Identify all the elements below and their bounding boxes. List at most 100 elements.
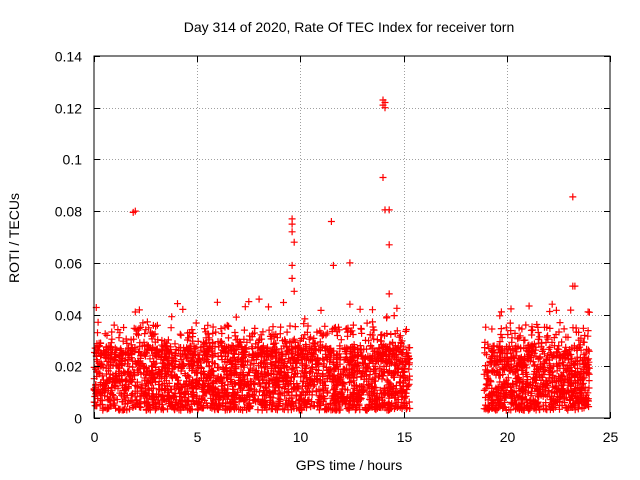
data-point — [299, 335, 307, 342]
data-point — [204, 383, 212, 391]
data-point — [251, 392, 258, 400]
data-point — [571, 282, 579, 290]
data-point — [273, 406, 281, 414]
data-point — [335, 326, 343, 334]
data-point — [539, 383, 546, 391]
data-point — [341, 344, 349, 352]
data-point — [386, 391, 394, 399]
data-point — [235, 350, 243, 358]
data-point — [215, 364, 223, 372]
data-point — [239, 346, 247, 354]
data-point — [569, 193, 577, 201]
data-point — [287, 350, 295, 358]
data-point — [548, 393, 556, 401]
data-point — [122, 349, 130, 357]
data-point — [290, 355, 298, 363]
data-point — [251, 372, 259, 380]
data-point — [256, 335, 264, 343]
data-point — [280, 299, 287, 306]
data-point — [246, 369, 253, 376]
data-point — [161, 386, 168, 394]
data-point — [153, 390, 161, 398]
data-point — [159, 405, 167, 413]
data-point — [124, 345, 132, 353]
data-point — [217, 325, 225, 333]
data-point — [402, 400, 410, 407]
data-point — [188, 362, 196, 370]
data-point — [510, 357, 518, 365]
data-point — [368, 353, 376, 361]
data-point — [528, 389, 536, 397]
data-point — [151, 399, 159, 407]
axis-ticks — [94, 56, 611, 419]
data-point — [368, 398, 376, 406]
data-point — [287, 377, 295, 385]
data-point — [209, 392, 217, 400]
data-point — [321, 322, 329, 330]
data-point — [346, 259, 354, 267]
data-point — [525, 302, 533, 310]
data-point — [179, 350, 187, 358]
data-point — [501, 362, 509, 370]
data-point — [151, 338, 159, 346]
data-point — [269, 353, 277, 361]
data-point — [179, 305, 187, 313]
data-point — [508, 338, 516, 346]
data-point — [347, 378, 355, 386]
data-point — [558, 352, 566, 360]
data-point — [186, 349, 194, 357]
data-point — [360, 387, 367, 395]
data-point — [552, 306, 560, 314]
data-point — [349, 321, 357, 329]
data-point — [555, 386, 563, 394]
y-tick-label: 0.08 — [55, 204, 82, 220]
data-point — [137, 403, 145, 411]
data-point — [188, 405, 196, 413]
data-point — [488, 384, 496, 392]
data-point — [135, 359, 143, 367]
data-point — [353, 363, 361, 371]
data-point — [349, 331, 357, 338]
data-point — [406, 355, 413, 363]
data-point — [235, 381, 243, 389]
data-point — [523, 402, 531, 409]
data-point — [225, 372, 233, 380]
data-point — [302, 365, 310, 373]
data-point — [536, 333, 543, 341]
data-point — [567, 306, 575, 314]
data-point — [504, 331, 512, 338]
data-point — [540, 405, 548, 413]
data-point — [266, 401, 274, 409]
data-point — [267, 359, 275, 367]
data-point — [532, 406, 540, 414]
data-point — [232, 404, 240, 412]
data-point — [507, 305, 515, 313]
data-point — [136, 392, 144, 400]
data-point — [575, 336, 583, 344]
data-point — [197, 396, 205, 404]
data-point — [227, 393, 235, 401]
data-point — [371, 365, 379, 373]
data-point — [209, 329, 217, 337]
data-point — [484, 340, 492, 348]
data-point — [369, 306, 376, 314]
data-point — [487, 345, 495, 353]
data-point — [130, 324, 138, 332]
data-point — [192, 319, 200, 327]
data-point — [96, 400, 104, 408]
data-point — [364, 363, 372, 371]
data-point — [295, 351, 303, 359]
data-point — [205, 363, 213, 371]
data-point — [172, 396, 180, 404]
data-point — [497, 347, 505, 355]
data-point — [366, 331, 374, 339]
data-point — [290, 404, 298, 412]
data-point — [226, 357, 234, 365]
data-point — [508, 400, 516, 408]
data-point — [366, 371, 374, 379]
data-point — [578, 375, 586, 383]
data-point — [550, 352, 558, 360]
data-point — [227, 367, 235, 375]
data-point — [160, 395, 168, 403]
